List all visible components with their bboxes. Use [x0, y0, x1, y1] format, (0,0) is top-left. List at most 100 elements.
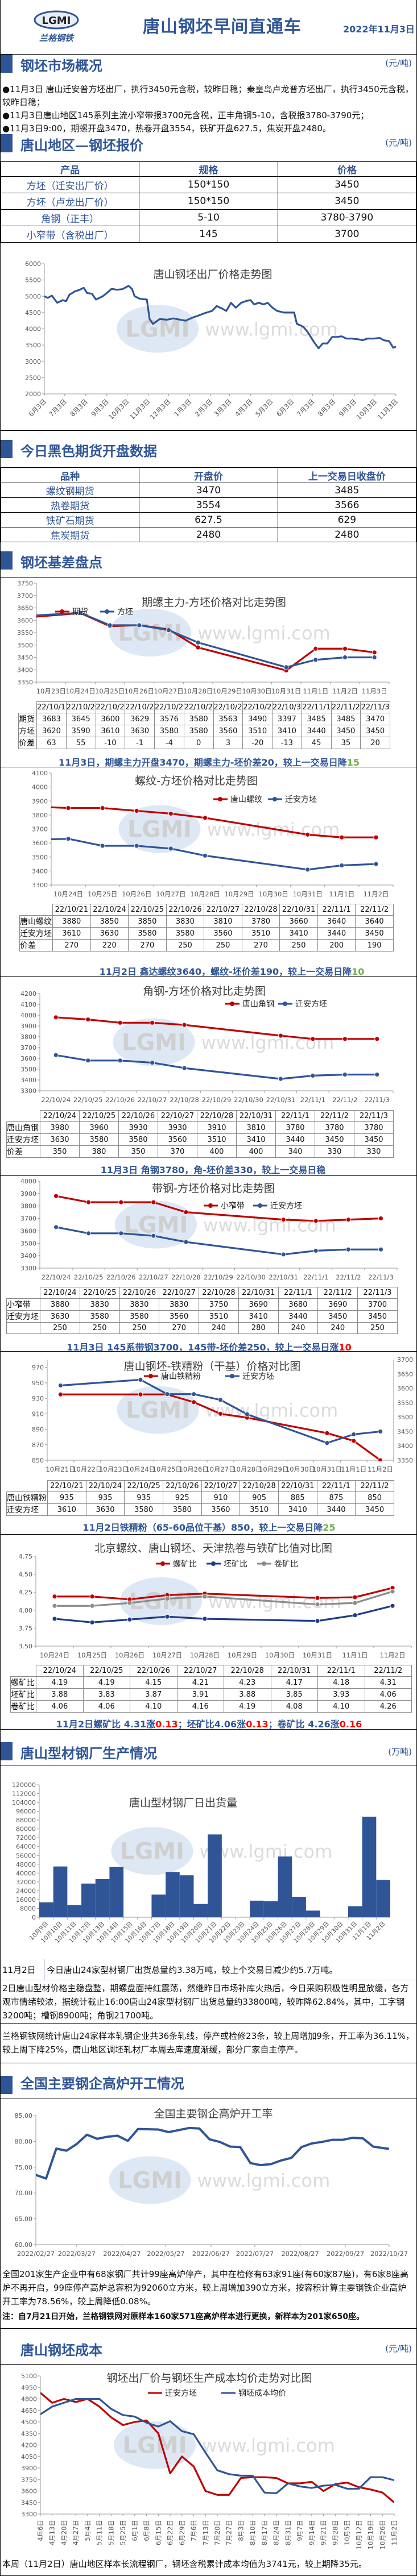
y-tick-label: 3300 [20, 1265, 36, 1272]
cell-value: 627.5 [139, 512, 278, 527]
cell-value: 240 [199, 1322, 239, 1334]
y-tick-label: 65.00 [15, 2216, 33, 2223]
data-point [53, 1052, 59, 1058]
y-tick-label: 3350 [17, 679, 33, 686]
data-point [315, 1618, 320, 1624]
row-label: 螺纹钢期货 [0, 483, 140, 498]
x-tick-label: 11月3日 [362, 687, 387, 695]
section-title: 钢坯基差盘点 [20, 555, 102, 571]
x-tick-label: 10月5日 [343, 2520, 351, 2545]
y-tick-label: 88000 [16, 1817, 36, 1824]
cell-value: 4.23 [224, 1676, 271, 1689]
watermark: LGMI www.lgmi.com [109, 609, 331, 657]
svg-text:LGMI: LGMI [42, 15, 71, 27]
chart-svg: LGMI www.lgmi.com 唐山钢坯出厂价格走势图 2000 2500 3000 3… [25, 260, 399, 421]
y-tick-label: 3500 [17, 642, 33, 649]
date-header: 22/10/27 [201, 1480, 241, 1492]
y-tick-label: 8000 [20, 1905, 36, 1912]
chart-title: 角钢-方坯价格对比走势图 [143, 985, 266, 998]
cell-value: 3850 [128, 915, 167, 928]
cell-value: 3450 [355, 1503, 394, 1516]
x-tick-label: 22/11/3 [368, 1273, 393, 1281]
plot-area [53, 1193, 383, 1257]
cell-value: -10 [95, 737, 126, 749]
y-right-tick-label: 3700 [397, 1356, 413, 1364]
x-tick-label: 22/10/30 [236, 1273, 266, 1281]
date-header: 22/10/21 [95, 701, 126, 713]
data-point [373, 834, 379, 840]
y-tick-label: 4.50 [19, 1571, 33, 1578]
bar [151, 1894, 166, 1917]
chart-data-table: 22/10/24 22/10/25 22/10/26 22/10/27 22/10/28… [6, 1110, 394, 1158]
legend-label: 期货 [72, 607, 88, 617]
column-header: 品种 [0, 467, 140, 483]
date-header: 22/10/26 [166, 904, 205, 916]
x-tick-label: 2022/10/27 [370, 2250, 408, 2258]
x-tick-label: 6月3日 [27, 397, 48, 418]
legend-marker-icon [148, 1374, 153, 1378]
y-tick-label: 4000 [20, 1012, 36, 1019]
series-line [55, 1054, 377, 1080]
cell-value: 4.21 [176, 1676, 224, 1689]
rebar-futures-billet-chart: LGMI www.lgmi.com 期螺主力-方坯价格对比走势图 3350 3400 34… [1, 577, 416, 767]
cell-value: 0 [183, 737, 214, 749]
watermark-url: www.lgmi.com [203, 1215, 336, 1236]
bar [193, 1904, 208, 1917]
x-tick-label: 10月31日 [293, 890, 323, 898]
cell-value: 850 [355, 1491, 394, 1504]
date-header: 22/10/24 [40, 1110, 80, 1122]
data-point [151, 1199, 156, 1205]
unit-label: (万吨) [388, 1747, 412, 1757]
data-point [218, 1397, 223, 1403]
section-header-production: 唐山型材钢厂生产情况 (万吨) [1, 1730, 416, 1765]
chart-title: 唐山钢坯出厂价格走势图 [153, 268, 272, 281]
y-tick-label: 3750 [21, 2476, 37, 2483]
data-point [168, 846, 174, 851]
cell-value: 4.16 [176, 1700, 224, 1713]
y-tick-label: 32000 [16, 1879, 36, 1886]
cell-value: 3580 [79, 1310, 120, 1323]
table-header-row: 品种 开盘价 上一交易日收盘价 [0, 467, 417, 483]
row-label: 铁矿石期货 [0, 512, 140, 527]
data-point [52, 1594, 57, 1599]
table-header-row: 22/10/24 22/10/25 22/10/26 22/10/27 22/10/28… [6, 1110, 394, 1122]
date-header: 22/11/1 [301, 701, 332, 713]
data-point [118, 1199, 124, 1205]
caption-segment: 10 [352, 966, 365, 977]
y-tick-label: 6000 [25, 260, 41, 268]
futures-table: 品种 开盘价 上一交易日收盘价 螺纹钢期货 3470 3485 热卷期货 3554 3566 铁矿… [0, 467, 417, 542]
y-tick-label: 3600 [17, 617, 33, 624]
cell-value: 3510 [197, 1133, 237, 1146]
cell-value: 250 [40, 1322, 80, 1334]
bar [292, 1897, 306, 1917]
cell-value: 3560 [213, 725, 243, 737]
y-tick-label: 24000 [16, 1887, 36, 1894]
series-line [54, 1605, 393, 1623]
section-title: 今日黑色期货开盘数据 [20, 443, 157, 459]
cell-value: 3810 [236, 1121, 276, 1134]
cell-value: 3450 [277, 176, 417, 193]
x-tick-label: 2022/08/27 [281, 2250, 319, 2258]
caption-segment: 0.13 [246, 1719, 269, 1730]
table-row: 迁安方坯 3630 3580 3580 3560 3510 3410 3440 3450 3450 [6, 1133, 394, 1146]
cell-value: 3590 [65, 725, 96, 737]
legend-label: 迁安方坯 [242, 1372, 274, 1381]
row-label: 迁安方坯 [6, 1310, 40, 1323]
cell-value: 270 [159, 1322, 200, 1334]
x-tick-label: 1月3日 [172, 397, 193, 418]
cell-value: 3690 [317, 1298, 358, 1311]
data-point [134, 843, 139, 849]
row-label: 唐山螺纹 [19, 915, 53, 928]
plot-area [53, 1015, 380, 1082]
data-point [313, 657, 319, 663]
cell-value: 3930 [118, 1121, 158, 1134]
y-tick-label: 930 [32, 1395, 44, 1402]
cell-value: 4.06 [82, 1700, 130, 1713]
chart-svg: LGMI www.lgmi.com 全国主要钢企高炉开工率 60.00 65.00 70.… [15, 2108, 408, 2258]
cell-value: 3830 [119, 1298, 160, 1311]
x-tick-label: 10月25日 [152, 1465, 182, 1473]
cell-value: 3410 [278, 1503, 317, 1516]
y-right-tick-label: 3450 [397, 1428, 413, 1435]
table-row: 250 250 250 270 240 280 240 240 250 [6, 1322, 398, 1334]
y-tick-label: 80.00 [15, 2138, 33, 2145]
